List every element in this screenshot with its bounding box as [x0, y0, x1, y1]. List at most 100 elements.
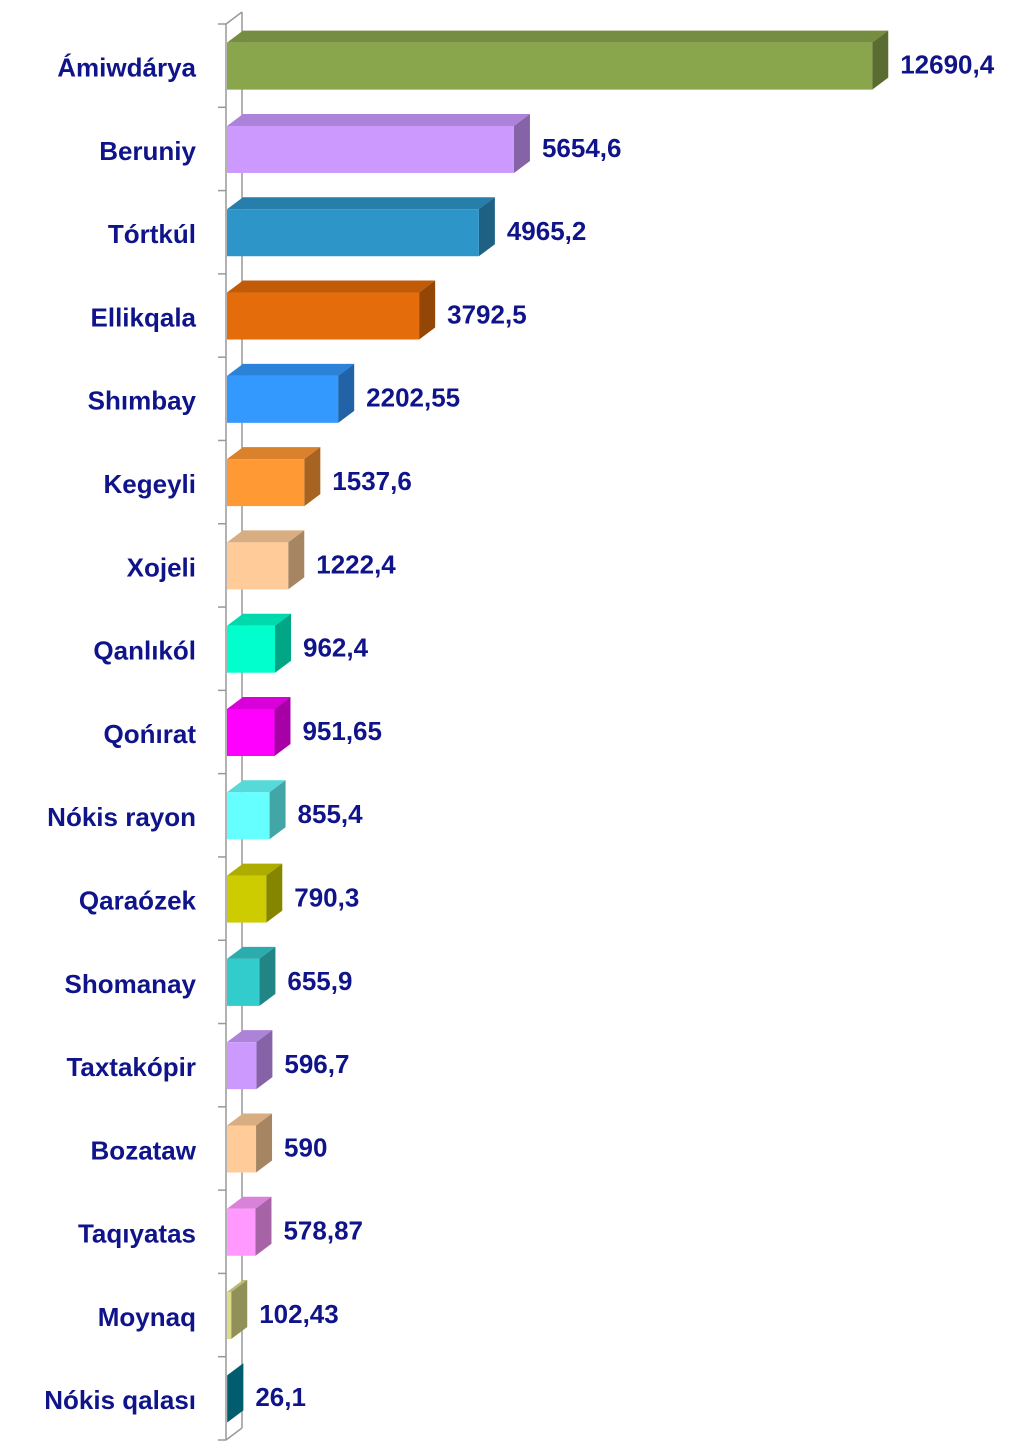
bar-side-shade — [255, 1196, 272, 1256]
bar-top — [227, 1030, 273, 1043]
bar-top-shade — [227, 1363, 244, 1376]
bar-top-shade — [227, 863, 283, 876]
category-label: Ámiwdárya — [57, 53, 196, 83]
bar — [227, 197, 495, 257]
bar-side-shade — [256, 1030, 273, 1090]
bar-side — [227, 1363, 244, 1423]
bar-front — [227, 292, 420, 340]
value-label: 951,65 — [302, 716, 382, 746]
category-label: Taqıyatas — [78, 1219, 196, 1249]
bar-top — [227, 363, 355, 376]
category-label: Qońırat — [104, 719, 197, 749]
bar-front — [227, 792, 270, 840]
bar — [227, 946, 276, 1006]
bar-side-shade — [269, 780, 286, 840]
bar-top — [227, 613, 292, 626]
bar-top — [227, 697, 291, 709]
bar-front — [227, 125, 514, 173]
value-label: 596,7 — [284, 1049, 349, 1079]
bar-top — [227, 530, 305, 543]
bar — [227, 780, 286, 840]
bar-side — [419, 280, 436, 340]
bar — [227, 30, 889, 90]
category-label: Xojeli — [127, 552, 196, 582]
bar-side-shade — [259, 946, 276, 1006]
bar-top — [227, 30, 889, 43]
bar-top — [227, 1196, 272, 1209]
category-label: Beruniy — [99, 136, 196, 166]
bar-top-shade — [227, 697, 291, 709]
bar-top-shade — [227, 1113, 273, 1126]
value-label: 26,1 — [255, 1382, 306, 1412]
bar-top-shade — [227, 946, 276, 959]
bar-front — [227, 1125, 257, 1173]
bar-side-shade — [304, 447, 321, 507]
bar-front — [227, 459, 305, 507]
bar-top-shade — [227, 280, 436, 293]
bar — [227, 447, 321, 507]
category-label: Moynaq — [98, 1302, 196, 1332]
bar-side — [274, 697, 291, 756]
bar — [227, 1030, 273, 1090]
bar-side — [269, 780, 286, 840]
bar-side — [266, 863, 283, 923]
bar-top — [227, 113, 530, 126]
bar-front — [227, 375, 339, 423]
bar-side-shade — [872, 30, 889, 90]
category-label: Ellikqala — [91, 302, 197, 332]
bar-top — [227, 447, 321, 460]
bar-side-shade — [338, 363, 355, 423]
bar-front — [227, 709, 275, 756]
bar-side-shade — [288, 530, 305, 590]
bar-top — [227, 1113, 273, 1126]
value-label: 12690,4 — [900, 50, 995, 80]
category-label: Nókis qalası — [44, 1385, 196, 1415]
value-label: 1222,4 — [316, 549, 396, 579]
bar-top-shade — [227, 530, 305, 543]
bar-top-shade — [227, 447, 321, 460]
value-label: 578,87 — [283, 1216, 363, 1246]
value-label: 102,43 — [259, 1299, 339, 1329]
category-label: Qaraózek — [79, 885, 197, 915]
bar — [227, 613, 292, 673]
bar — [227, 1196, 272, 1256]
bar-side-shade — [478, 197, 495, 257]
value-label: 5654,6 — [542, 133, 622, 163]
category-label: Taxtakópir — [66, 1052, 196, 1082]
bar-top — [227, 1280, 248, 1293]
bar-top-shade — [227, 1196, 272, 1209]
bar-side — [478, 197, 495, 257]
bar-top-shade — [227, 1030, 273, 1043]
bar-side — [256, 1030, 273, 1090]
bar-side — [513, 113, 530, 173]
bar-side — [338, 363, 355, 423]
bar — [227, 530, 305, 590]
bar-side-shade — [227, 1363, 244, 1423]
bar-side-shade — [266, 863, 283, 923]
category-label: Shomanay — [65, 969, 197, 999]
bar-side — [256, 1113, 273, 1173]
bar-front — [227, 209, 479, 257]
bar — [227, 280, 436, 340]
bar-top — [227, 780, 286, 793]
value-label: 790,3 — [294, 882, 359, 912]
bar-top-shade — [227, 197, 495, 210]
bar-side-shade — [513, 113, 530, 173]
bar-top — [227, 1363, 244, 1376]
category-label: Kegeyli — [104, 469, 197, 499]
bar-side — [231, 1280, 248, 1340]
bar-front — [227, 958, 260, 1006]
value-label: 1537,6 — [332, 466, 412, 496]
bar-front — [227, 875, 267, 923]
axis-cap — [225, 1427, 243, 1441]
category-label: Nókis rayon — [47, 802, 196, 832]
bar — [227, 113, 530, 173]
bar-side — [275, 613, 292, 673]
bar-top-shade — [227, 113, 530, 126]
category-label: Qanlıkól — [93, 636, 196, 666]
bar-side — [259, 946, 276, 1006]
bar-side — [304, 447, 321, 507]
value-label: 4965,2 — [507, 216, 587, 246]
value-label: 590 — [284, 1132, 327, 1162]
